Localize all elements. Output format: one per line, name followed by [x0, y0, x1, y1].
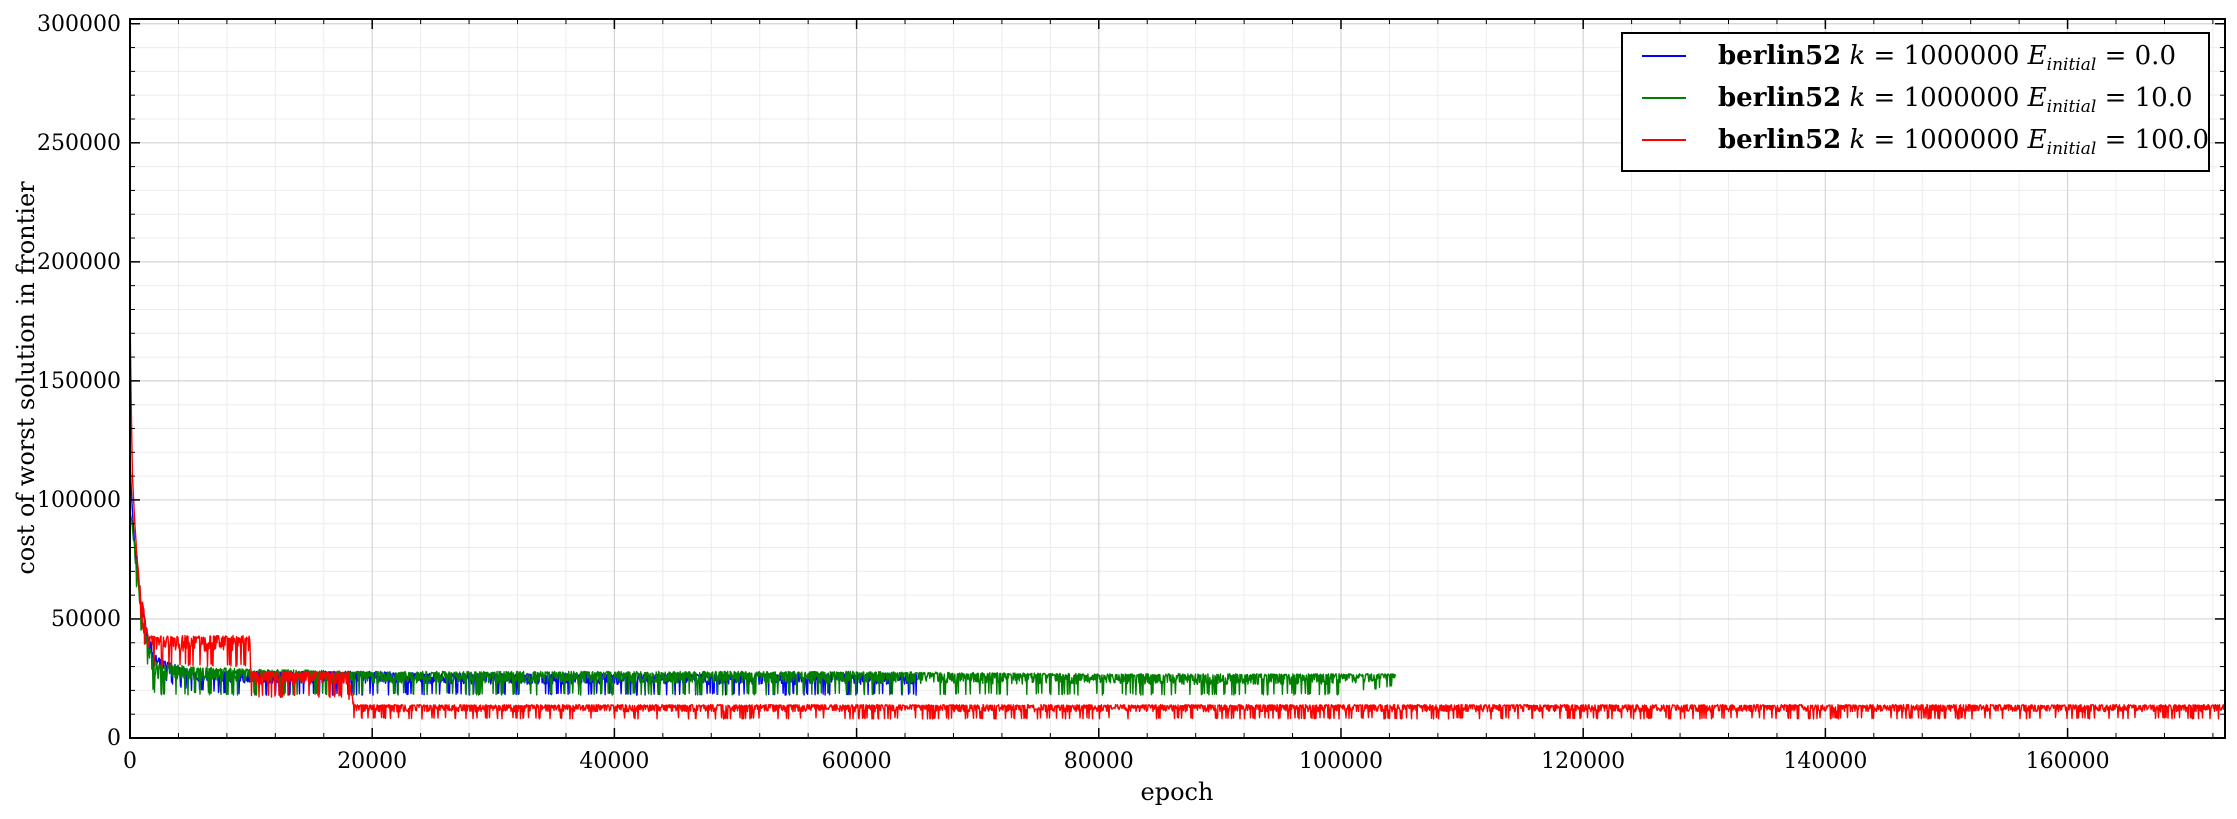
y-tick-label: 150000 — [37, 369, 121, 394]
plot-frame — [129, 18, 2226, 739]
series-2 — [129, 309, 2226, 720]
x-tick-labels: 0 20000 40000 60000 80000 100000 120000 140000 1… — [123, 749, 2110, 774]
series-line — [129, 309, 2226, 720]
series-line — [129, 464, 918, 696]
y-tick-label: 100000 — [37, 488, 121, 513]
x-tick-label: 20000 — [337, 749, 407, 774]
series-0 — [129, 464, 918, 696]
x-tick-label: 60000 — [822, 749, 892, 774]
y-axis-title: cost of worst solution in frontier — [12, 181, 40, 575]
series-line — [129, 511, 1397, 696]
legend: berlin52 k = 1000000 Einitial = 0.0 berli… — [1621, 32, 2210, 172]
x-tick-label: 160000 — [2026, 749, 2110, 774]
y-tick-label: 250000 — [37, 131, 121, 156]
legend-label: berlin52 k = 1000000 Einitial = 0.0 — [1718, 41, 2176, 75]
x-tick-label: 0 — [123, 749, 137, 774]
y-tick-labels: 0 50000 100000 150000 200000 250000 300000 — [37, 12, 121, 751]
x-tick-label: 120000 — [1541, 749, 1625, 774]
series-layer — [129, 309, 2226, 720]
legend-label: berlin52 k = 1000000 Einitial = 10.0 — [1718, 83, 2193, 117]
x-tick-label: 40000 — [579, 749, 649, 774]
y-tick-label: 300000 — [37, 12, 121, 37]
x-tick-label: 100000 — [1299, 749, 1383, 774]
x-tick-label: 140000 — [1783, 749, 1867, 774]
legend-box — [1621, 32, 2210, 172]
tick-marks — [129, 19, 2225, 739]
y-tick-label: 50000 — [51, 607, 121, 632]
series-1 — [129, 511, 1397, 696]
legend-label: berlin52 k = 1000000 Einitial = 100.0 — [1718, 125, 2209, 159]
y-tick-label: 0 — [107, 726, 121, 751]
x-tick-label: 80000 — [1064, 749, 1134, 774]
x-axis-title: epoch — [1141, 778, 1214, 806]
y-tick-label: 200000 — [37, 250, 121, 275]
